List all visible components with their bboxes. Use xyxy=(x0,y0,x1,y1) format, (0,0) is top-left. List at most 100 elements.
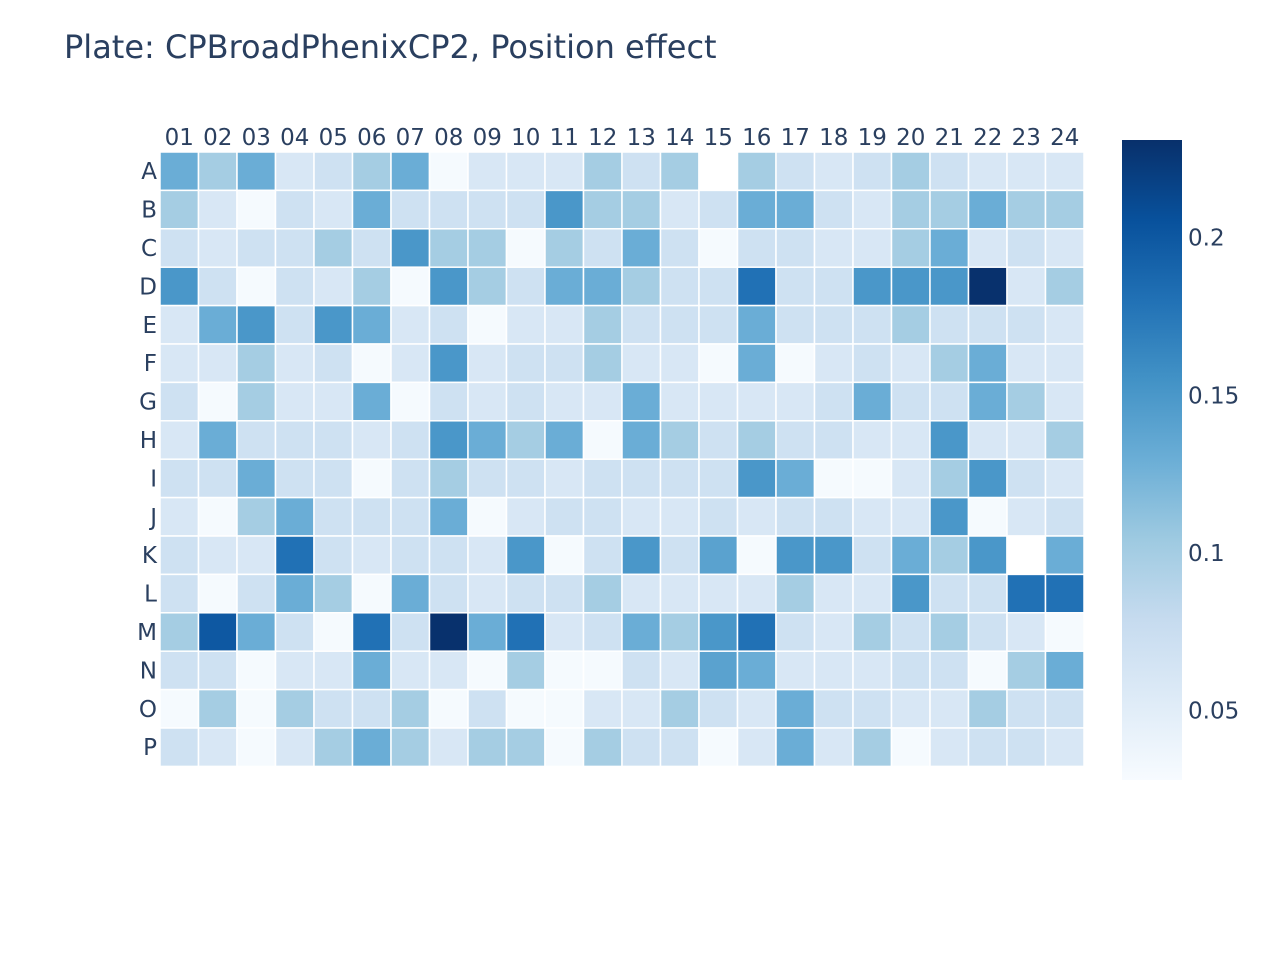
heatmap-cell-D08 xyxy=(428,266,469,307)
heatmap-cell-H20 xyxy=(890,420,931,460)
heatmap-cell-N18 xyxy=(813,650,854,691)
heatmap-cell-A17 xyxy=(775,151,816,192)
heatmap-cell-E11 xyxy=(544,304,585,345)
heatmap-cell-O05 xyxy=(313,688,354,729)
heatmap-cell-O22 xyxy=(967,688,1008,729)
heatmap-cell-F18 xyxy=(813,343,854,384)
y-tick-label: J xyxy=(148,505,157,531)
heatmap-cell-A07 xyxy=(390,151,431,192)
heatmap-cell-C11 xyxy=(544,228,585,268)
heatmap-cell-N22 xyxy=(967,650,1008,691)
heatmap-cell-G12 xyxy=(582,381,623,422)
heatmap-cell-J02 xyxy=(197,496,238,537)
heatmap-cell-P15 xyxy=(698,727,739,768)
y-tick-label: K xyxy=(142,543,158,569)
heatmap-cell-G05 xyxy=(313,381,354,422)
heatmap-cell-M10 xyxy=(505,612,546,652)
heatmap-cell-M19 xyxy=(852,612,893,652)
heatmap-cell-J10 xyxy=(505,496,546,537)
heatmap-cell-I16 xyxy=(736,458,777,499)
heatmap-cell-E23 xyxy=(1006,304,1047,345)
colorbar-tick-label: 0.05 xyxy=(1188,699,1239,725)
heatmap-cell-G04 xyxy=(274,381,315,422)
heatmap-cell-N03 xyxy=(236,650,277,691)
heatmap-cell-F05 xyxy=(313,343,354,384)
y-tick-label: C xyxy=(141,236,157,262)
heatmap-cell-P09 xyxy=(467,727,508,768)
colorbar-tick-label: 0.2 xyxy=(1188,226,1225,252)
heatmap-cell-D15 xyxy=(698,266,739,307)
heatmap-cell-M01 xyxy=(159,612,200,652)
heatmap-cell-K24 xyxy=(1044,535,1085,576)
heatmap-cell-A18 xyxy=(813,151,854,192)
heatmap-cell-E05 xyxy=(313,304,354,345)
heatmap-cell-P13 xyxy=(621,727,662,768)
heatmap-cell-A10 xyxy=(505,151,546,192)
y-tick-label: G xyxy=(139,390,157,416)
heatmap-cell-F15 xyxy=(698,343,739,384)
heatmap-cell-H19 xyxy=(852,420,893,460)
heatmap-cell-G06 xyxy=(351,381,392,422)
heatmap-cell-A19 xyxy=(852,151,893,192)
heatmap-cell-B10 xyxy=(505,189,546,230)
heatmap-cell-I20 xyxy=(890,458,931,499)
heatmap-cell-B11 xyxy=(544,189,585,230)
heatmap-cell-I02 xyxy=(197,458,238,499)
heatmap-cell-I15 xyxy=(698,458,739,499)
heatmap-cell-P04 xyxy=(274,727,315,768)
heatmap-cell-H16 xyxy=(736,420,777,460)
heatmap-cell-A08 xyxy=(428,151,469,192)
heatmap-cell-D20 xyxy=(890,266,931,307)
heatmap-cell-O14 xyxy=(659,688,700,729)
heatmap-cell-P22 xyxy=(967,727,1008,768)
heatmap-cell-G16 xyxy=(736,381,777,422)
heatmap-cell-O24 xyxy=(1044,688,1085,729)
heatmap-cell-P18 xyxy=(813,727,854,768)
heatmap-cell-M22 xyxy=(967,612,1008,652)
heatmap-cell-K15 xyxy=(698,535,739,576)
heatmap-cell-K23 xyxy=(1006,535,1047,576)
heatmap-cell-P02 xyxy=(197,727,238,768)
heatmap-cell-P10 xyxy=(505,727,546,768)
heatmap-cell-G02 xyxy=(197,381,238,422)
heatmap-cell-C01 xyxy=(159,228,200,268)
heatmap-cell-B07 xyxy=(390,189,431,230)
heatmap-cell-P17 xyxy=(775,727,816,768)
heatmap-cell-M11 xyxy=(544,612,585,652)
heatmap-cell-L08 xyxy=(428,573,469,614)
heatmap-cell-D18 xyxy=(813,266,854,307)
heatmap-cell-G08 xyxy=(428,381,469,422)
heatmap-cell-A24 xyxy=(1044,151,1085,192)
heatmap-cell-O16 xyxy=(736,688,777,729)
y-tick-label: D xyxy=(139,274,157,300)
y-tick-label: I xyxy=(150,466,157,492)
heatmap-cell-G14 xyxy=(659,381,700,422)
x-tick-label: 10 xyxy=(511,125,540,151)
heatmap-cell-B05 xyxy=(313,189,354,230)
heatmap-cell-B08 xyxy=(428,189,469,230)
heatmap-cell-A04 xyxy=(274,151,315,192)
heatmap-cell-J03 xyxy=(236,496,277,537)
heatmap-cell-J15 xyxy=(698,496,739,537)
heatmap-cell-L04 xyxy=(274,573,315,614)
x-tick-label: 07 xyxy=(396,125,425,151)
heatmap-cell-I21 xyxy=(929,458,970,499)
heatmap-cell-P05 xyxy=(313,727,354,768)
heatmap-cell-G24 xyxy=(1044,381,1085,422)
heatmap-cell-E24 xyxy=(1044,304,1085,345)
heatmap-cell-H09 xyxy=(467,420,508,460)
y-tick-label: O xyxy=(139,697,157,723)
heatmap-cell-L12 xyxy=(582,573,623,614)
heatmap-cell-G13 xyxy=(621,381,662,422)
heatmap-cell-C07 xyxy=(390,228,431,268)
heatmap-cell-F23 xyxy=(1006,343,1047,384)
heatmap-cell-A13 xyxy=(621,151,662,192)
heatmap-cell-H03 xyxy=(236,420,277,460)
heatmap-cell-B18 xyxy=(813,189,854,230)
heatmap-cell-A12 xyxy=(582,151,623,192)
heatmap-cell-E03 xyxy=(236,304,277,345)
heatmap-cell-O11 xyxy=(544,688,585,729)
heatmap-cell-H13 xyxy=(621,420,662,460)
heatmap-cell-K19 xyxy=(852,535,893,576)
heatmap-cell-C08 xyxy=(428,228,469,268)
